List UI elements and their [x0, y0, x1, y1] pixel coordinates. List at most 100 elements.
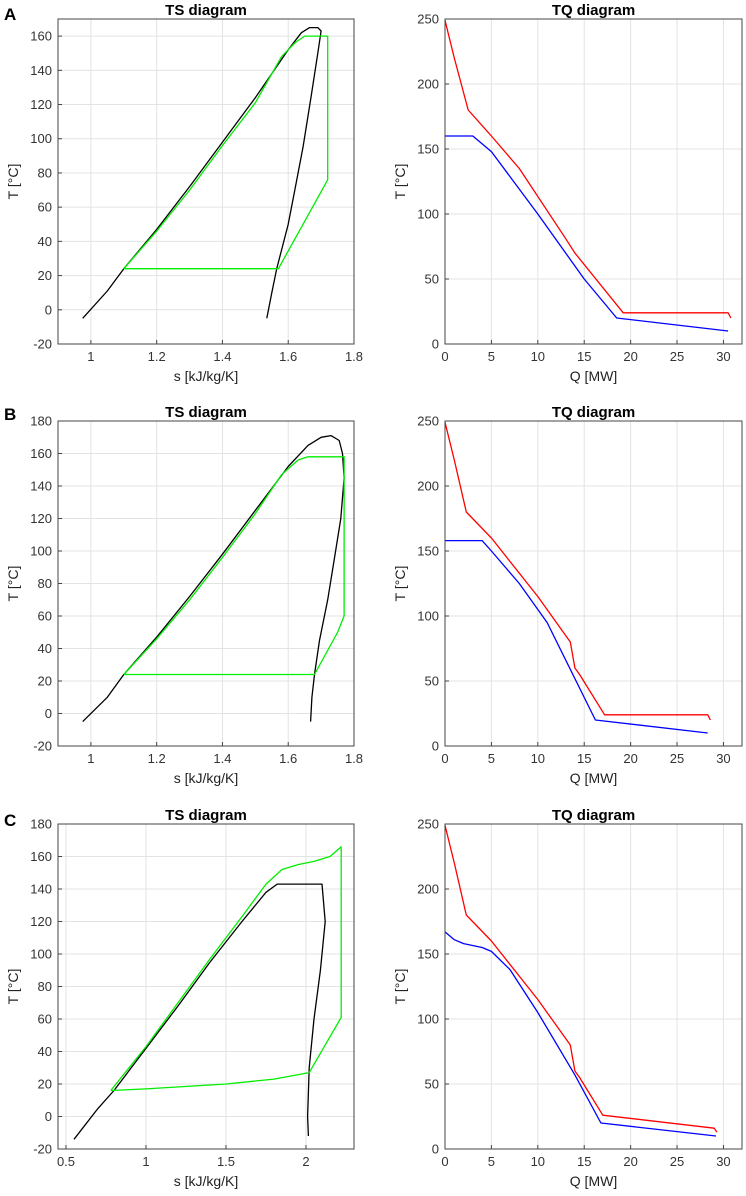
y-tick-label: -20 — [33, 337, 52, 352]
x-axis-label: Q [MW] — [570, 1173, 617, 1189]
y-tick-label: 60 — [38, 1012, 52, 1027]
x-tick-label: 5 — [488, 751, 495, 766]
y-axis-label: T [°C] — [5, 164, 21, 200]
x-axis-label: Q [MW] — [570, 770, 617, 786]
x-tick-label: 0 — [441, 349, 448, 364]
x-tick-label: 2 — [302, 1154, 309, 1169]
x-tick-label: 0 — [441, 1154, 448, 1169]
y-axis-label: T [°C] — [5, 566, 21, 602]
series-cycle — [123, 35, 329, 270]
panel-label-a: A — [4, 5, 16, 24]
x-tick-label: 20 — [623, 349, 637, 364]
x-axis-label: s [kJ/kg/K] — [174, 770, 239, 786]
y-tick-label: 180 — [30, 414, 52, 429]
chart-title: TQ diagram — [552, 2, 635, 19]
y-tick-label: 0 — [45, 706, 52, 721]
y-tick-label: 250 — [417, 414, 439, 429]
x-tick-label: 1 — [142, 1154, 149, 1169]
y-tick-label: 100 — [30, 131, 52, 146]
y-tick-label: 180 — [30, 817, 52, 832]
series-hot — [444, 422, 711, 721]
x-tick-label: 30 — [716, 349, 730, 364]
y-tick-label: 160 — [30, 849, 52, 864]
x-tick-label: 10 — [531, 349, 545, 364]
series-cold — [444, 931, 717, 1137]
y-tick-label: 200 — [417, 77, 439, 92]
x-tick-label: 15 — [577, 751, 591, 766]
panel-label-b: B — [4, 405, 16, 424]
x-tick-label: 1.2 — [148, 349, 166, 364]
series-cycle — [123, 456, 345, 676]
y-tick-label: 250 — [417, 12, 439, 27]
y-tick-label: 150 — [417, 142, 439, 157]
chart-a-tq-diagram: 0 5 10 15 20 25 30 0 50 100 150 200 250 TQ diagram Q [… — [392, 2, 743, 384]
chart-title: TQ diagram — [552, 404, 635, 421]
chart-title: TQ diagram — [552, 807, 635, 824]
y-tick-label: 100 — [417, 207, 439, 222]
chart-c-tq-diagram: 0 5 10 15 20 25 30 0 50 100 150 200 250 TQ diagram Q [… — [392, 807, 743, 1189]
y-tick-label: -20 — [33, 739, 52, 754]
y-tick-label: 120 — [30, 97, 52, 112]
y-tick-label: 100 — [30, 947, 52, 962]
x-tick-label: 0 — [441, 751, 448, 766]
axes-box — [444, 18, 743, 345]
y-tick-label: 150 — [417, 947, 439, 962]
chart-b-ts-diagram: 1 1.2 1.4 1.6 1.8 -20 0 20 40 60 80 100 120 140 160 180… — [5, 404, 363, 786]
axes-box — [57, 18, 355, 345]
y-axis-label: T [°C] — [5, 969, 21, 1005]
panel-label-c: C — [4, 811, 16, 830]
y-tick-label: 0 — [45, 302, 52, 317]
x-tick-label: 1.8 — [345, 349, 363, 364]
x-tick-label: 1.6 — [279, 751, 297, 766]
axes-box — [444, 420, 743, 747]
y-tick-label: 120 — [30, 511, 52, 526]
y-tick-label: 50 — [425, 674, 439, 689]
chart-c-ts-diagram: 0.5 1 1.5 2 -20 0 20 40 60 80 100 120 140 160 180 TS di… — [5, 807, 355, 1189]
y-axis-label: T [°C] — [392, 164, 408, 200]
y-tick-label: 50 — [425, 272, 439, 287]
x-tick-label: 30 — [716, 1154, 730, 1169]
x-tick-label: 20 — [623, 1154, 637, 1169]
x-tick-label: 1.4 — [213, 751, 231, 766]
series-saturation-dome — [82, 434, 345, 723]
series-hot — [444, 20, 732, 319]
x-tick-label: 5 — [488, 349, 495, 364]
x-tick-label: 15 — [577, 1154, 591, 1169]
x-tick-label: 1.8 — [345, 751, 363, 766]
plot-area — [445, 824, 742, 1149]
y-axis-label: T [°C] — [392, 969, 408, 1005]
axes-box — [444, 823, 743, 1150]
y-tick-label: 100 — [417, 609, 439, 624]
y-tick-label: 50 — [425, 1077, 439, 1092]
x-tick-label: 1.5 — [217, 1154, 235, 1169]
x-tick-label: 5 — [488, 1154, 495, 1169]
series-cold — [445, 539, 708, 734]
y-tick-label: 20 — [38, 1077, 52, 1092]
plot-area — [58, 19, 354, 344]
x-tick-label: 30 — [716, 751, 730, 766]
x-tick-label: 25 — [670, 751, 684, 766]
y-axis-label: T [°C] — [392, 566, 408, 602]
x-tick-label: 20 — [623, 751, 637, 766]
plot-area — [445, 421, 742, 746]
y-tick-label: 140 — [30, 479, 52, 494]
y-tick-label: 120 — [30, 914, 52, 929]
y-tick-label: 160 — [30, 446, 52, 461]
x-tick-label: 15 — [577, 349, 591, 364]
y-tick-label: 0 — [432, 739, 439, 754]
y-tick-label: 200 — [417, 882, 439, 897]
chart-title: TS diagram — [165, 807, 247, 824]
y-tick-label: 80 — [38, 165, 52, 180]
y-tick-label: 250 — [417, 817, 439, 832]
x-tick-label: 25 — [670, 1154, 684, 1169]
x-tick-label: 10 — [531, 751, 545, 766]
y-tick-label: 100 — [417, 1012, 439, 1027]
y-tick-label: 40 — [38, 234, 52, 249]
x-tick-label: 0.5 — [57, 1154, 75, 1169]
x-tick-label: 1 — [87, 751, 94, 766]
y-tick-label: 160 — [30, 29, 52, 44]
x-tick-label: 10 — [531, 1154, 545, 1169]
y-tick-label: 40 — [38, 641, 52, 656]
y-tick-label: 60 — [38, 609, 52, 624]
